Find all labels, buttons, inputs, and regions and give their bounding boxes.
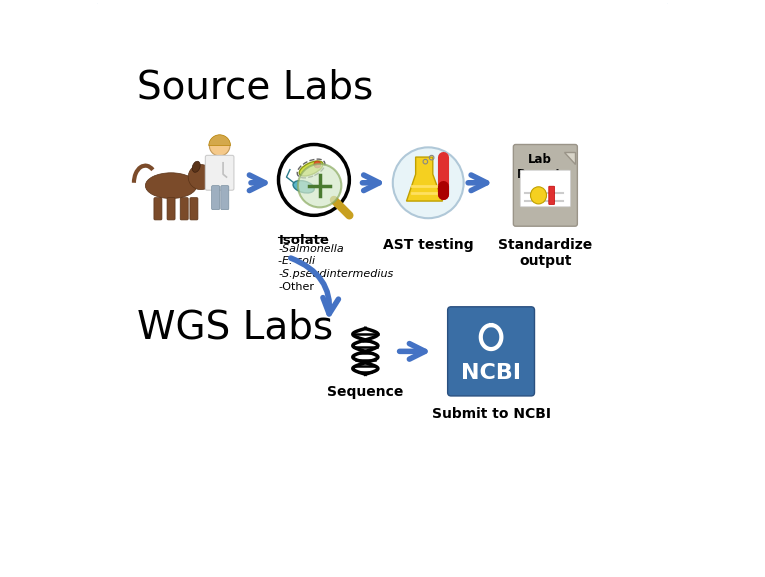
Circle shape: [314, 161, 321, 168]
FancyBboxPatch shape: [520, 170, 571, 207]
Text: Standardize
output: Standardize output: [498, 238, 592, 268]
Text: -E. coli: -E. coli: [278, 257, 316, 267]
Circle shape: [278, 144, 350, 215]
Circle shape: [210, 136, 230, 156]
FancyBboxPatch shape: [549, 186, 555, 204]
FancyBboxPatch shape: [513, 144, 578, 226]
FancyBboxPatch shape: [221, 186, 229, 209]
Ellipse shape: [530, 187, 546, 204]
Text: -S.pseudintermedius: -S.pseudintermedius: [278, 269, 394, 279]
FancyBboxPatch shape: [190, 198, 198, 220]
Text: -Other: -Other: [278, 282, 314, 291]
Polygon shape: [406, 157, 442, 201]
Text: Sequence: Sequence: [327, 384, 404, 399]
Ellipse shape: [207, 178, 217, 185]
FancyBboxPatch shape: [181, 198, 188, 220]
Ellipse shape: [192, 161, 200, 173]
Circle shape: [188, 164, 213, 190]
FancyBboxPatch shape: [212, 186, 220, 209]
Text: AST testing: AST testing: [383, 238, 474, 252]
Polygon shape: [564, 152, 575, 164]
FancyBboxPatch shape: [448, 307, 535, 396]
Text: Submit to NCBI: Submit to NCBI: [431, 407, 551, 421]
Text: Isolate: Isolate: [278, 234, 330, 247]
Ellipse shape: [293, 181, 314, 193]
Circle shape: [298, 164, 341, 207]
Circle shape: [392, 147, 464, 218]
Text: NCBI: NCBI: [461, 363, 521, 383]
FancyBboxPatch shape: [154, 198, 162, 220]
Text: Lab
Report: Lab Report: [517, 153, 562, 181]
Ellipse shape: [299, 161, 323, 176]
FancyBboxPatch shape: [167, 198, 175, 220]
Wedge shape: [209, 135, 230, 145]
Text: WGS Labs: WGS Labs: [137, 309, 333, 347]
FancyBboxPatch shape: [205, 155, 234, 190]
Text: Source Labs: Source Labs: [137, 69, 373, 107]
Ellipse shape: [145, 173, 197, 198]
Text: -Salmonella: -Salmonella: [278, 244, 344, 254]
FancyBboxPatch shape: [88, 0, 677, 577]
